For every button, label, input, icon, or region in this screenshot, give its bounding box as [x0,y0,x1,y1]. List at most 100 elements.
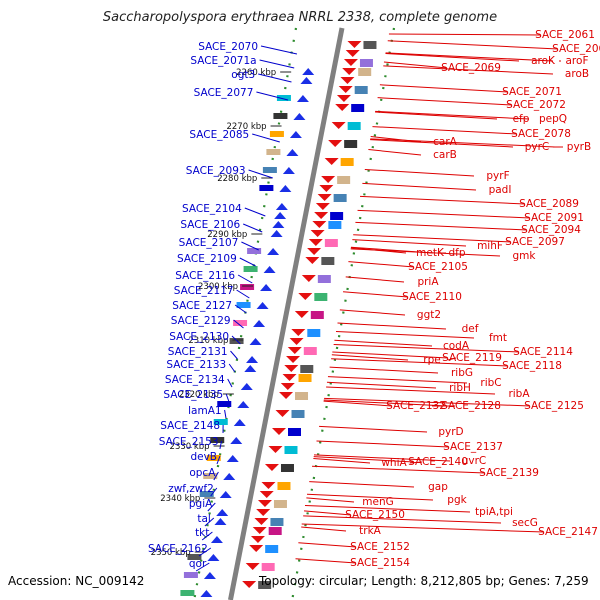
right-leader-line [362,182,477,191]
right-gene-label: priA [417,276,439,288]
right-leader-line [385,52,554,62]
right-gene-label: mihF [477,240,503,252]
ruler-label: 2310 kbp [188,336,228,346]
right-leader-line [364,168,475,177]
gene-arrow-right-strand [331,122,346,129]
gene-box [258,581,272,589]
gene-arrow-left-strand [260,284,273,291]
right-gene-label: SACE_2071 [502,86,562,98]
gene-box [295,392,309,400]
left-gene-label: SACE_2153 [159,436,219,448]
left-leader-line [259,59,295,69]
gene-arrow-right-strand [284,365,299,372]
left-leader-line [258,73,292,83]
ruler-label: 2300 kbp [198,282,238,292]
gene-box [298,374,312,382]
gene-arrow-right-strand [307,248,322,255]
left-gene-label: pgiA [189,498,213,510]
gene-arrow-right-strand [261,482,276,489]
right-gene-label: ribC [480,377,501,389]
right-leader-line [306,493,434,501]
left-leader-line [241,241,259,251]
gene-arrow-left-strand [274,212,287,219]
right-leader-line [327,376,468,384]
right-leader-line [348,261,415,268]
gene-box [276,95,291,101]
left-gene-label: SACE_2116 [175,270,235,282]
gene-box [324,239,338,247]
gene-arrow-left-strand [216,509,229,516]
gene-box [363,41,377,49]
right-leader-line [323,400,393,407]
right-gene-label: SACE_2078 [511,128,571,140]
gene-box [273,113,288,119]
right-gene-label: pyrB [567,141,591,153]
gene-arrow-right-strand [308,239,323,246]
gene-arrow-right-strand [256,509,271,516]
gene-box [206,455,221,461]
left-gene-label: SACE_2093 [186,165,246,177]
left-gene-label: SACE_2162 [148,543,208,555]
left-leader-line [207,502,216,512]
right-gene-label: SACE_2110 [402,291,462,303]
right-gene-label: SACE_2147 [538,526,598,538]
gene-box [288,428,301,436]
right-gene-label: SACE_2061 [535,29,595,41]
gene-arrow-right-strand [291,329,306,336]
gene-arrow-left-strand [203,572,216,579]
gene-arrow-right-strand [254,518,269,525]
right-leader-line [311,465,486,474]
left-leader-line [244,207,266,217]
right-leader-line [334,339,433,347]
ruler-label: 2290 kbp [207,230,247,240]
gene-box [354,86,368,94]
gene-arrow-right-strand [242,581,257,588]
right-gene-label: pyrF [486,170,509,182]
gene-arrow-right-strand [336,95,351,102]
left-leader-line [237,274,253,284]
right-leader-line [339,309,406,316]
right-gene-label: SACE_2072 [506,99,566,111]
right-leader-line [313,458,371,464]
right-gene-label: ribH [449,382,471,394]
right-gene-label: SACE_2119 [442,352,502,364]
right-leader-line [326,381,437,389]
gene-arrow-left-strand [293,113,306,120]
left-leader-line [216,455,221,465]
left-leader-line [224,409,227,419]
left-gene-label: SACE_2106 [180,219,240,231]
right-gene-label: SACE_2091 [524,212,584,224]
left-gene-label: SACE_2133 [166,359,226,371]
right-gene-label: aroF [566,55,589,67]
left-gene-label: SACE_2131 [168,346,228,358]
gene-box [265,545,279,553]
gene-arrow-left-strand [296,95,309,102]
gene-arrow-left-strand [233,419,246,426]
gene-arrow-left-strand [244,365,257,372]
right-leader-line [387,40,559,50]
gene-arrow-left-strand [226,455,239,462]
gene-arrow-right-strand [252,527,267,534]
left-leader-line [225,393,230,403]
right-leader-line [319,425,428,433]
right-leader-line [372,126,518,135]
left-gene-label: SACE_2117 [174,285,234,297]
ruler-label: 2270 kbp [226,122,266,132]
right-gene-label: rpe [423,354,440,366]
ruler-label: 2350 kbp [151,548,191,558]
gene-box [328,221,342,229]
right-leader-line [375,110,530,120]
gene-box [240,284,255,290]
right-gene-label: SACE_2062 [552,43,600,55]
right-leader-line [368,149,422,156]
right-leader-line [350,248,501,257]
gene-box [199,491,214,497]
right-gene-label: SACE_2094 [521,224,581,236]
gene-arrow-left-strand [249,338,262,345]
gene-arrow-right-strand [340,77,355,84]
right-leader-line [353,234,512,243]
right-leader-line [331,354,409,361]
right-leader-line [303,515,502,524]
right-gene-label: pyrC [525,141,550,153]
